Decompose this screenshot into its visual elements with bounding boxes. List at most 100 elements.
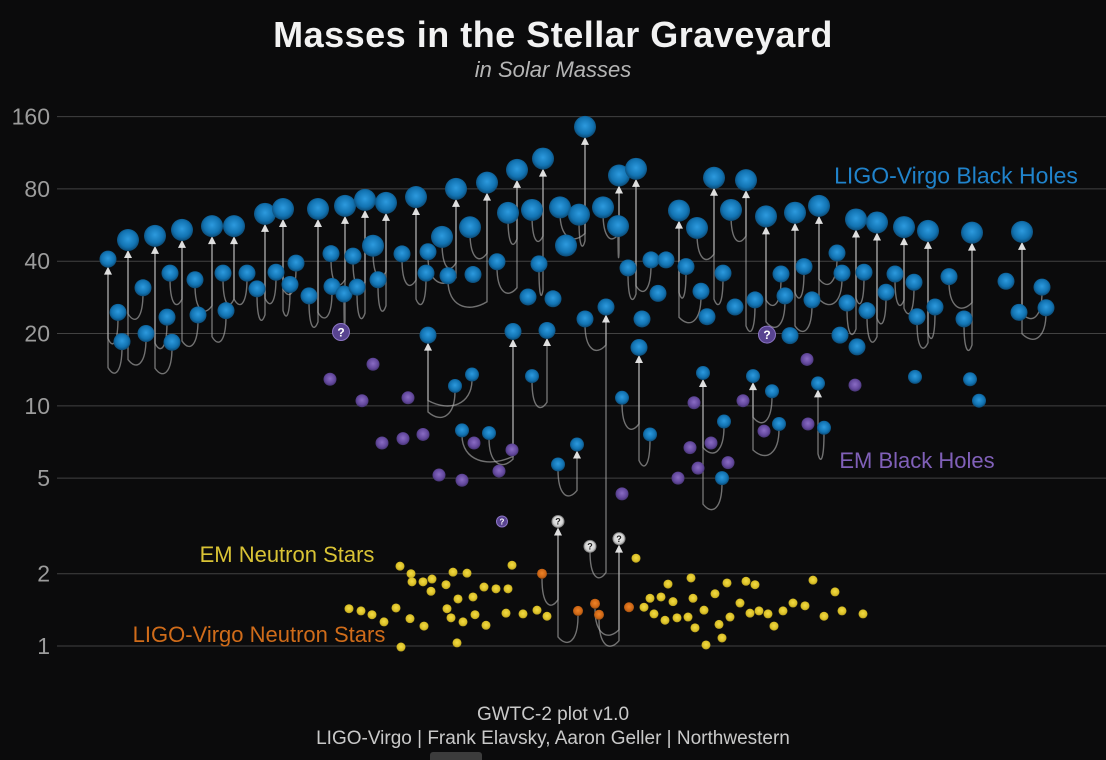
- merger-arrow-line: [846, 235, 857, 335]
- footer-version-text: GWTC-2 plot v1.0: [476, 704, 630, 725]
- question-mark-glyph: ?: [555, 517, 561, 527]
- lv-bh-component-dot: [817, 420, 831, 435]
- merger-arrowhead: [573, 450, 581, 459]
- em-ns-dot: [858, 609, 868, 619]
- lv-bh-component-dot: [677, 258, 695, 276]
- em-ns-dot: [479, 582, 489, 592]
- merger-arrowhead: [635, 354, 643, 363]
- em-ns-dot: [769, 621, 779, 631]
- lv-bh-dot: [544, 290, 562, 308]
- merger-arrowhead: [873, 232, 881, 241]
- bottom-scrollbar-thumb[interactable]: [430, 752, 482, 760]
- em-bh-dot: [432, 468, 446, 482]
- lv-ns-dot: [624, 602, 634, 613]
- em-bh-dot: [800, 352, 814, 366]
- merger-arrow-line: [598, 550, 620, 647]
- lv-ns-dot: [590, 598, 600, 609]
- merger-arrowhead: [279, 218, 287, 227]
- merger-arrow-line: [264, 229, 277, 305]
- merger-arrowhead: [1018, 241, 1026, 250]
- em-ns-dot: [639, 602, 649, 612]
- lv-bh-component-dot: [238, 264, 256, 282]
- lv-bh-final-dot: [893, 216, 915, 239]
- lv-bh-final-dot: [538, 321, 556, 339]
- em-ns-dot: [481, 620, 491, 630]
- lv-bh-final-dot: [504, 322, 522, 340]
- em-bh-dot: [704, 436, 718, 450]
- em-ns-dot: [542, 611, 552, 621]
- em-ns-dot: [419, 621, 429, 631]
- y-tick-label: 20: [24, 321, 50, 347]
- merger-arrow-line: [469, 198, 488, 260]
- merger-arrow-line: [916, 246, 929, 349]
- lv-bh-final-dot: [307, 197, 329, 220]
- lv-bh-component-dot: [568, 203, 590, 226]
- merger-arrowhead: [230, 236, 238, 245]
- lv-bh-component-dot: [161, 264, 179, 282]
- lv-bh-component-dot: [455, 423, 469, 438]
- lv-bh-dot: [831, 326, 849, 344]
- lv-bh-component-dot: [926, 298, 944, 316]
- em-ns-dot: [631, 553, 641, 563]
- merger-arrow-line: [531, 343, 548, 409]
- lv-bh-dot: [555, 234, 577, 257]
- lv-bh-final-dot: [405, 186, 427, 209]
- merger-arrow-line: [447, 198, 488, 308]
- merger-arrow-line: [538, 174, 544, 296]
- lv-bh-component-dot: [1033, 278, 1051, 296]
- legend-em-neutron-stars: EM Neutron Stars: [199, 542, 375, 567]
- lv-bh-component-dot: [619, 259, 637, 277]
- merger-arrowhead: [749, 382, 757, 391]
- em-ns-dot: [800, 601, 810, 611]
- lv-bh-component-dot: [431, 225, 453, 248]
- lv-bh-dot: [848, 338, 866, 356]
- lv-bh-final-dot: [476, 171, 498, 194]
- merger-arrow-line: [578, 142, 586, 247]
- merger-arrow-line: [127, 256, 147, 366]
- merger-arrow-line: [415, 213, 427, 306]
- lv-bh-component-dot: [692, 282, 710, 300]
- merger-arrow-line: [557, 533, 579, 643]
- em-ns-dot: [405, 614, 415, 624]
- merger-arrowhead: [452, 198, 460, 207]
- merger-arrowhead: [900, 237, 908, 246]
- lv-bh-component-dot: [109, 303, 127, 321]
- lv-bh-final-dot: [808, 194, 830, 217]
- lv-bh-final-dot: [419, 326, 437, 344]
- lv-bh-component-dot: [828, 244, 846, 262]
- em-ns-dot: [501, 608, 511, 618]
- merger-arrowhead: [424, 342, 432, 351]
- merger-arrowhead: [104, 266, 112, 275]
- merger-arrow-line: [794, 228, 813, 332]
- em-bh-dot: [396, 432, 410, 446]
- merger-arrowhead: [382, 212, 390, 221]
- merger-arrow-line: [308, 224, 319, 328]
- merger-arrowhead: [924, 240, 932, 249]
- em-ns-dot: [407, 577, 417, 587]
- lv-bh-component-dot: [488, 253, 506, 271]
- em-ns-dot: [717, 633, 727, 643]
- em-bh-dot: [687, 396, 701, 410]
- em-ns-dot: [686, 573, 696, 583]
- merger-arrow-line: [752, 388, 780, 457]
- lv-bh-final-dot: [961, 221, 983, 244]
- lv-bh-component-dot: [686, 217, 708, 240]
- merger-arrowhead: [615, 185, 623, 194]
- lv-bh-component-dot: [459, 216, 481, 239]
- em-bh-dot: [801, 417, 815, 431]
- legend-em-black-holes: EM Black Holes: [839, 448, 995, 473]
- em-bh-dot: [375, 436, 389, 450]
- em-ns-dot: [344, 604, 354, 614]
- merger-arrow-line: [713, 193, 724, 306]
- merger-arrowhead: [208, 236, 216, 245]
- em-ns-dot: [754, 606, 764, 616]
- em-ns-dot: [808, 575, 818, 585]
- em-ns-dot: [663, 579, 673, 589]
- em-ns-dot: [741, 576, 751, 586]
- lv-bh-component-dot: [287, 254, 305, 272]
- em-bh-dot: [455, 473, 469, 487]
- em-ns-dot: [735, 598, 745, 608]
- mass-dots: ??????: [99, 115, 1055, 652]
- lv-bh-final-dot: [532, 147, 554, 170]
- merger-arrowhead: [791, 222, 799, 231]
